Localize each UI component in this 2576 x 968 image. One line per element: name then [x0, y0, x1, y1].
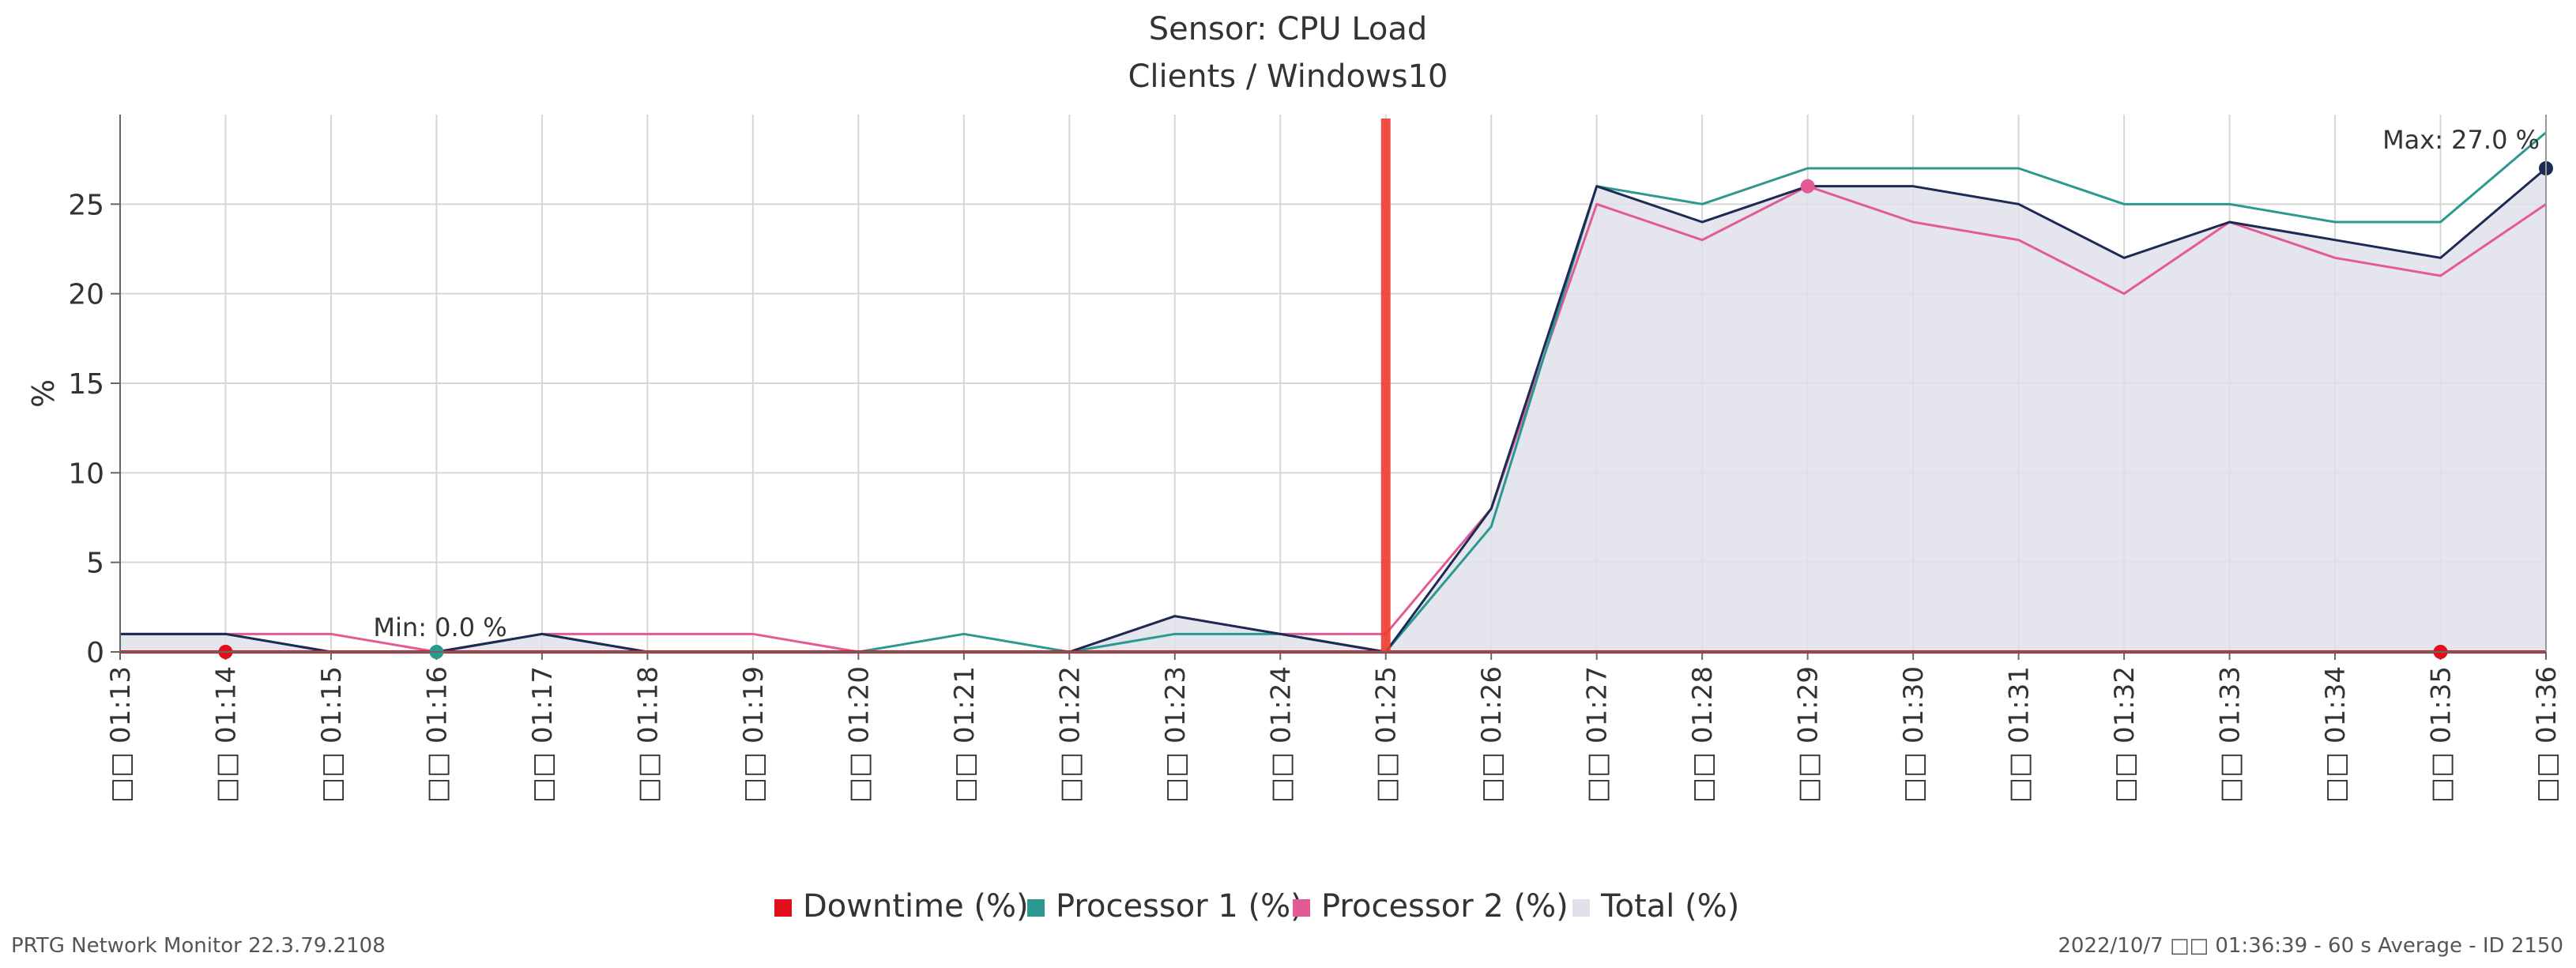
highlight-point: [1800, 179, 1815, 194]
y-axis-ticks: 0 5 10 15 20 25: [68, 189, 120, 669]
footer-right: 2022/10/7 □□ 01:36:39 - 60 s Average - I…: [2058, 934, 2563, 958]
legend-item: Downtime (%): [774, 888, 1029, 925]
x-tick-label: □□ 01:36: [2531, 666, 2563, 803]
x-tick-label: □□ 01:29: [1793, 666, 1825, 803]
x-tick-label: □□ 01:23: [1160, 666, 1192, 803]
y-tick-label: 25: [68, 189, 104, 221]
annotations: Min: 0.0 % Max: 27.0 %: [373, 125, 2540, 642]
chart-subtitle: Clients / Windows10: [1128, 58, 1448, 95]
x-tick-label: □□ 01:19: [738, 666, 770, 803]
x-tick-label: □□ 01:18: [632, 666, 664, 803]
legend-label: Processor 2 (%): [1321, 888, 1569, 925]
min-annotation: Min: 0.0 %: [373, 612, 507, 642]
legend: Downtime (%) Processor 1 (%) Processor 2 (…: [774, 888, 1739, 925]
legend-label: Total (%): [1600, 888, 1739, 925]
max-annotation: Max: 27.0 %: [2382, 125, 2540, 155]
y-tick-label: 5: [86, 548, 104, 580]
x-tick-label: □□ 01:25: [1371, 666, 1403, 803]
data-points: [218, 161, 2553, 659]
total-area-fill: [120, 168, 2546, 652]
x-tick-label: □□ 01:20: [843, 666, 875, 803]
legend-label: Downtime (%): [803, 888, 1029, 925]
legend-item: Total (%): [1572, 888, 1739, 925]
y-tick-label: 15: [68, 368, 104, 401]
x-tick-label: □□ 01:21: [949, 666, 981, 803]
legend-swatch: [1572, 899, 1590, 917]
x-tick-label: □□ 01:28: [1687, 666, 1719, 803]
x-tick-label: □□ 01:26: [1476, 666, 1508, 803]
x-tick-label: □□ 01:31: [2004, 666, 2036, 803]
series-line-total: [120, 167, 2547, 653]
y-tick-label: 0: [86, 637, 104, 669]
total-area: [120, 168, 2546, 652]
x-tick-label: □□ 01:15: [316, 666, 348, 803]
x-tick-label: □□ 01:16: [421, 666, 453, 803]
x-tick-label: □□ 01:30: [1898, 666, 1930, 803]
y-tick-label: 20: [68, 279, 104, 311]
legend-swatch: [1293, 899, 1310, 917]
legend-item: Processor 2 (%): [1293, 888, 1569, 925]
legend-swatch: [774, 899, 792, 917]
chart-titles: Sensor: CPU Load Clients / Windows10: [1128, 11, 1448, 95]
legend-swatch: [1027, 899, 1045, 917]
x-tick-label: □□ 01:35: [2426, 666, 2457, 803]
x-tick-label: □□ 01:27: [1582, 666, 1614, 803]
chart-title: Sensor: CPU Load: [1149, 11, 1428, 47]
x-tick-label: □□ 01:33: [2215, 666, 2246, 803]
y-axis-label: %: [26, 379, 61, 408]
x-tick-label: □□ 01:34: [2320, 666, 2352, 803]
x-tick-label: □□ 01:14: [210, 666, 242, 803]
x-axis-ticks: □□ 01:13 □□ 01:14 □□ 01:15 □□ 01:16 □□ 01:17…: [105, 652, 2563, 803]
y-tick-label: 10: [68, 458, 104, 490]
footer-left: PRTG Network Monitor 22.3.79.2108: [11, 934, 386, 958]
x-tick-label: □□ 01:32: [2109, 666, 2141, 803]
x-tick-label: □□ 01:17: [527, 666, 559, 803]
x-tick-label: □□ 01:22: [1054, 666, 1086, 803]
axes: [119, 115, 2547, 653]
legend-item: Processor 1 (%): [1027, 888, 1303, 925]
x-tick-label: □□ 01:13: [105, 666, 137, 803]
legend-label: Processor 1 (%): [1056, 888, 1303, 925]
x-tick-label: □□ 01:24: [1265, 666, 1297, 803]
